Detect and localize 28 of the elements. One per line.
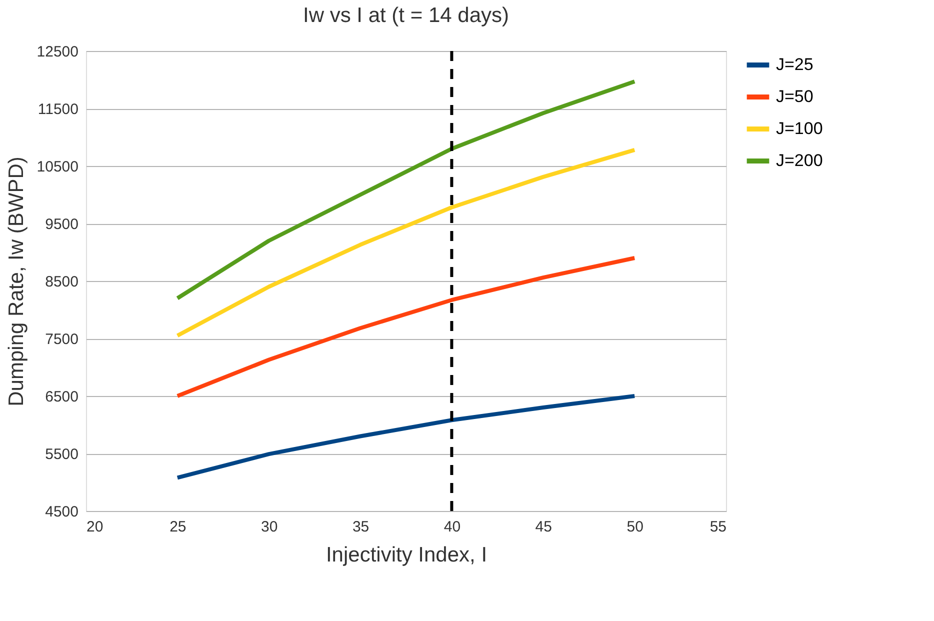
x-axis-title: Injectivity Index, I: [326, 544, 488, 566]
y-tick-label: 6500: [45, 388, 78, 406]
x-tick-label: 45: [535, 518, 552, 536]
x-tick-label: 40: [444, 518, 461, 536]
x-tick-label: 35: [352, 518, 370, 536]
y-tick-label: 12500: [36, 44, 78, 60]
legend-label: J=200: [776, 151, 823, 170]
y-axis-title: Dumping Rate, Iw (BWPD): [4, 156, 28, 406]
legend-label: J=100: [776, 119, 823, 138]
y-tick-label: 11500: [38, 101, 78, 118]
y-tick-label: 10500: [36, 158, 78, 176]
legend-label: J=50: [776, 87, 814, 106]
y-tick-label: 8500: [45, 274, 78, 290]
line-series: [175, 148, 637, 338]
y-tick-label: 7500: [45, 331, 78, 348]
legend-label: J=25: [776, 55, 814, 74]
line-series: [175, 256, 637, 398]
chart-title: Iw vs I at (t = 14 days): [303, 4, 509, 27]
line-series: [175, 394, 637, 480]
y-tick-label: 9500: [45, 216, 78, 233]
x-tick-label: 25: [170, 518, 186, 536]
x-tick-label: 30: [261, 518, 278, 536]
y-tick-label: 4500: [45, 504, 78, 520]
x-tick-label: 50: [626, 518, 644, 536]
line-series: [175, 79, 637, 300]
x-tick-label: 20: [86, 518, 104, 536]
y-tick-label: 5500: [45, 446, 78, 463]
x-tick-label: 55: [710, 518, 726, 536]
